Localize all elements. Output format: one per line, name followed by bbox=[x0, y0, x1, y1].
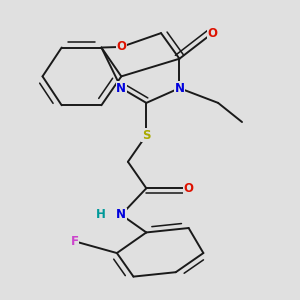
Text: O: O bbox=[208, 27, 218, 40]
Text: H: H bbox=[96, 208, 106, 221]
Text: N: N bbox=[116, 208, 126, 221]
Text: O: O bbox=[184, 182, 194, 195]
Text: N: N bbox=[116, 82, 126, 95]
Text: S: S bbox=[142, 129, 151, 142]
Text: O: O bbox=[116, 40, 126, 53]
Text: F: F bbox=[70, 235, 79, 248]
Text: N: N bbox=[174, 82, 184, 95]
